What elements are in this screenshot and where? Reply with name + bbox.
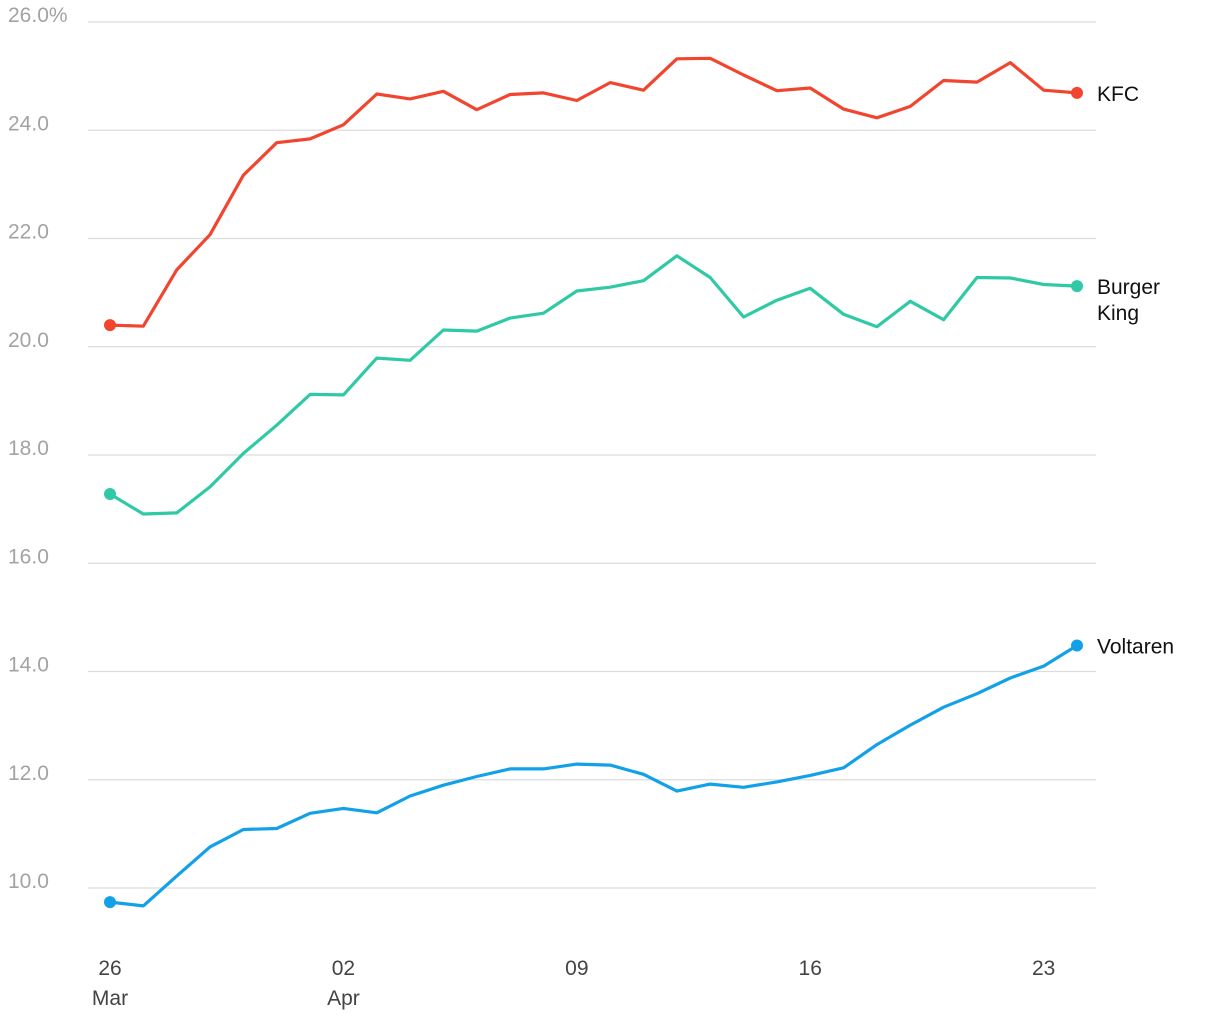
series-label-burger-king: King <box>1097 302 1139 325</box>
x-tick-label: 02 <box>332 957 355 980</box>
series-end-point-burger-king <box>1071 280 1083 293</box>
y-tick-label: 14.0 <box>8 654 49 677</box>
series-start-point-voltaren <box>104 896 116 909</box>
series-voltaren: Voltaren <box>104 636 1174 909</box>
x-tick-label: 26 <box>98 957 121 980</box>
y-tick-label: 26.0% <box>8 4 68 27</box>
series-label-burger-king: Burger <box>1097 276 1160 299</box>
gridlines <box>88 21 1096 889</box>
series-kfc: KFC <box>104 56 1139 332</box>
y-axis: 10.0 12.0 14.0 16.0 18.0 20.0 22.0 24.0 26.0% <box>8 4 68 893</box>
series-end-point-voltaren <box>1071 639 1083 652</box>
series-start-point-burger-king <box>104 487 116 500</box>
y-tick-label: 10.0 <box>8 870 49 893</box>
x-axis: 26 Mar 02 Apr 09 16 23 <box>92 957 1055 1010</box>
x-tick-sublabel: Mar <box>92 987 128 1010</box>
y-tick-label: 24.0 <box>8 112 49 135</box>
x-tick-label: 23 <box>1032 957 1055 980</box>
series-label-voltaren: Voltaren <box>1097 636 1174 659</box>
x-tick-label: 16 <box>799 957 822 980</box>
x-tick-sublabel: Apr <box>327 987 360 1010</box>
series-end-point-kfc <box>1071 86 1083 99</box>
x-tick-label: 09 <box>565 957 588 980</box>
y-tick-label: 22.0 <box>8 221 49 244</box>
y-tick-label: 16.0 <box>8 545 49 568</box>
series-group: KFC Burger King Voltaren <box>104 56 1174 909</box>
y-tick-label: 12.0 <box>8 762 49 785</box>
series-line-kfc <box>108 56 1079 328</box>
y-tick-label: 18.0 <box>8 437 49 460</box>
series-burger-king: Burger King <box>104 254 1160 516</box>
series-line-voltaren <box>108 643 1079 908</box>
series-label-kfc: KFC <box>1097 83 1139 106</box>
series-line-burger-king <box>108 254 1079 516</box>
series-start-point-kfc <box>104 319 116 332</box>
y-tick-label: 20.0 <box>8 329 49 352</box>
